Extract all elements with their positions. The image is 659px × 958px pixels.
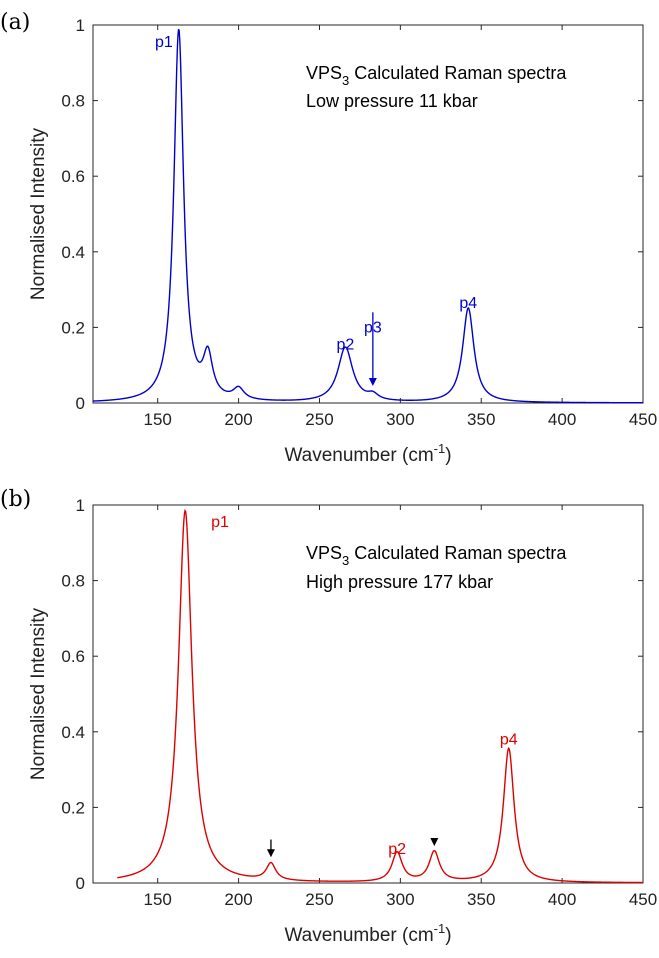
peak-label-p1: p1 (211, 514, 229, 531)
x-tick-label: 250 (305, 890, 333, 909)
peak-label-p1: p1 (155, 34, 173, 51)
x-axis-title: Wavenumber (cm-1) (284, 921, 451, 946)
annotation-line: Low pressure 11 kbar (306, 91, 478, 111)
arrow-head (368, 377, 377, 386)
y-tick-label: 0 (76, 394, 85, 413)
y-tick-label: 0.8 (61, 92, 85, 111)
arrow-head (430, 837, 439, 846)
plot-frame (92, 24, 644, 404)
x-tick-label: 350 (467, 410, 495, 429)
y-tick-label: 0.4 (61, 243, 85, 262)
x-tick-label: 150 (144, 410, 172, 429)
peak-label-p2: p2 (336, 336, 354, 353)
spectrum-line (92, 28, 643, 404)
y-tick-label: 0.6 (61, 167, 85, 186)
y-tick-label: 1 (76, 16, 85, 35)
y-tick-label: 1 (76, 496, 85, 515)
x-tick-label: 300 (386, 890, 414, 909)
y-tick-label: 0 (76, 874, 85, 893)
y-tick-label: 0.8 (61, 572, 85, 591)
x-tick-label: 450 (629, 410, 657, 429)
annotation-line: VPS3 Calculated Raman spectra (306, 543, 567, 568)
x-tick-label: 350 (467, 890, 495, 909)
y-tick-label: 0.6 (61, 647, 85, 666)
panel-letter: (a) (0, 10, 30, 35)
arrow-head (266, 849, 275, 858)
y-axis-title: Normalised Intensity (28, 127, 49, 300)
x-tick-label: 250 (305, 410, 333, 429)
annotation-line: VPS3 Calculated Raman spectra (306, 63, 567, 88)
peak-label-p4: p4 (459, 295, 477, 312)
y-axis-title: Normalised Intensity (28, 607, 49, 780)
x-tick-label: 300 (386, 410, 414, 429)
x-tick-label: 200 (224, 890, 252, 909)
spectrum-line (117, 509, 643, 884)
x-tick-label: 200 (224, 410, 252, 429)
chart-panel-b: (b) 150 200 250 300 350 400 450 0 0.2 0.4 0.6 0.8 1 Wa… (0, 487, 657, 946)
plot-frame (92, 504, 644, 884)
x-tick-label: 400 (548, 890, 576, 909)
chart-panel-a: (a) 150 200 250 300 350 400 450 0 0.2 0.4 0.6 0.8 1 Wa… (0, 10, 657, 466)
y-tick-label: 0.2 (61, 318, 85, 337)
annotation-line: High pressure 177 kbar (306, 572, 493, 592)
peak-label-p2: p2 (388, 841, 406, 858)
y-tick-label: 0.4 (61, 723, 85, 742)
peak-label-p4: p4 (500, 731, 518, 748)
x-tick-label: 150 (144, 890, 172, 909)
y-tick-label: 0.2 (61, 798, 85, 817)
x-axis-title: Wavenumber (cm-1) (284, 441, 451, 466)
panel-letter: (b) (0, 487, 31, 512)
x-tick-label: 400 (548, 410, 576, 429)
x-tick-label: 450 (629, 890, 657, 909)
